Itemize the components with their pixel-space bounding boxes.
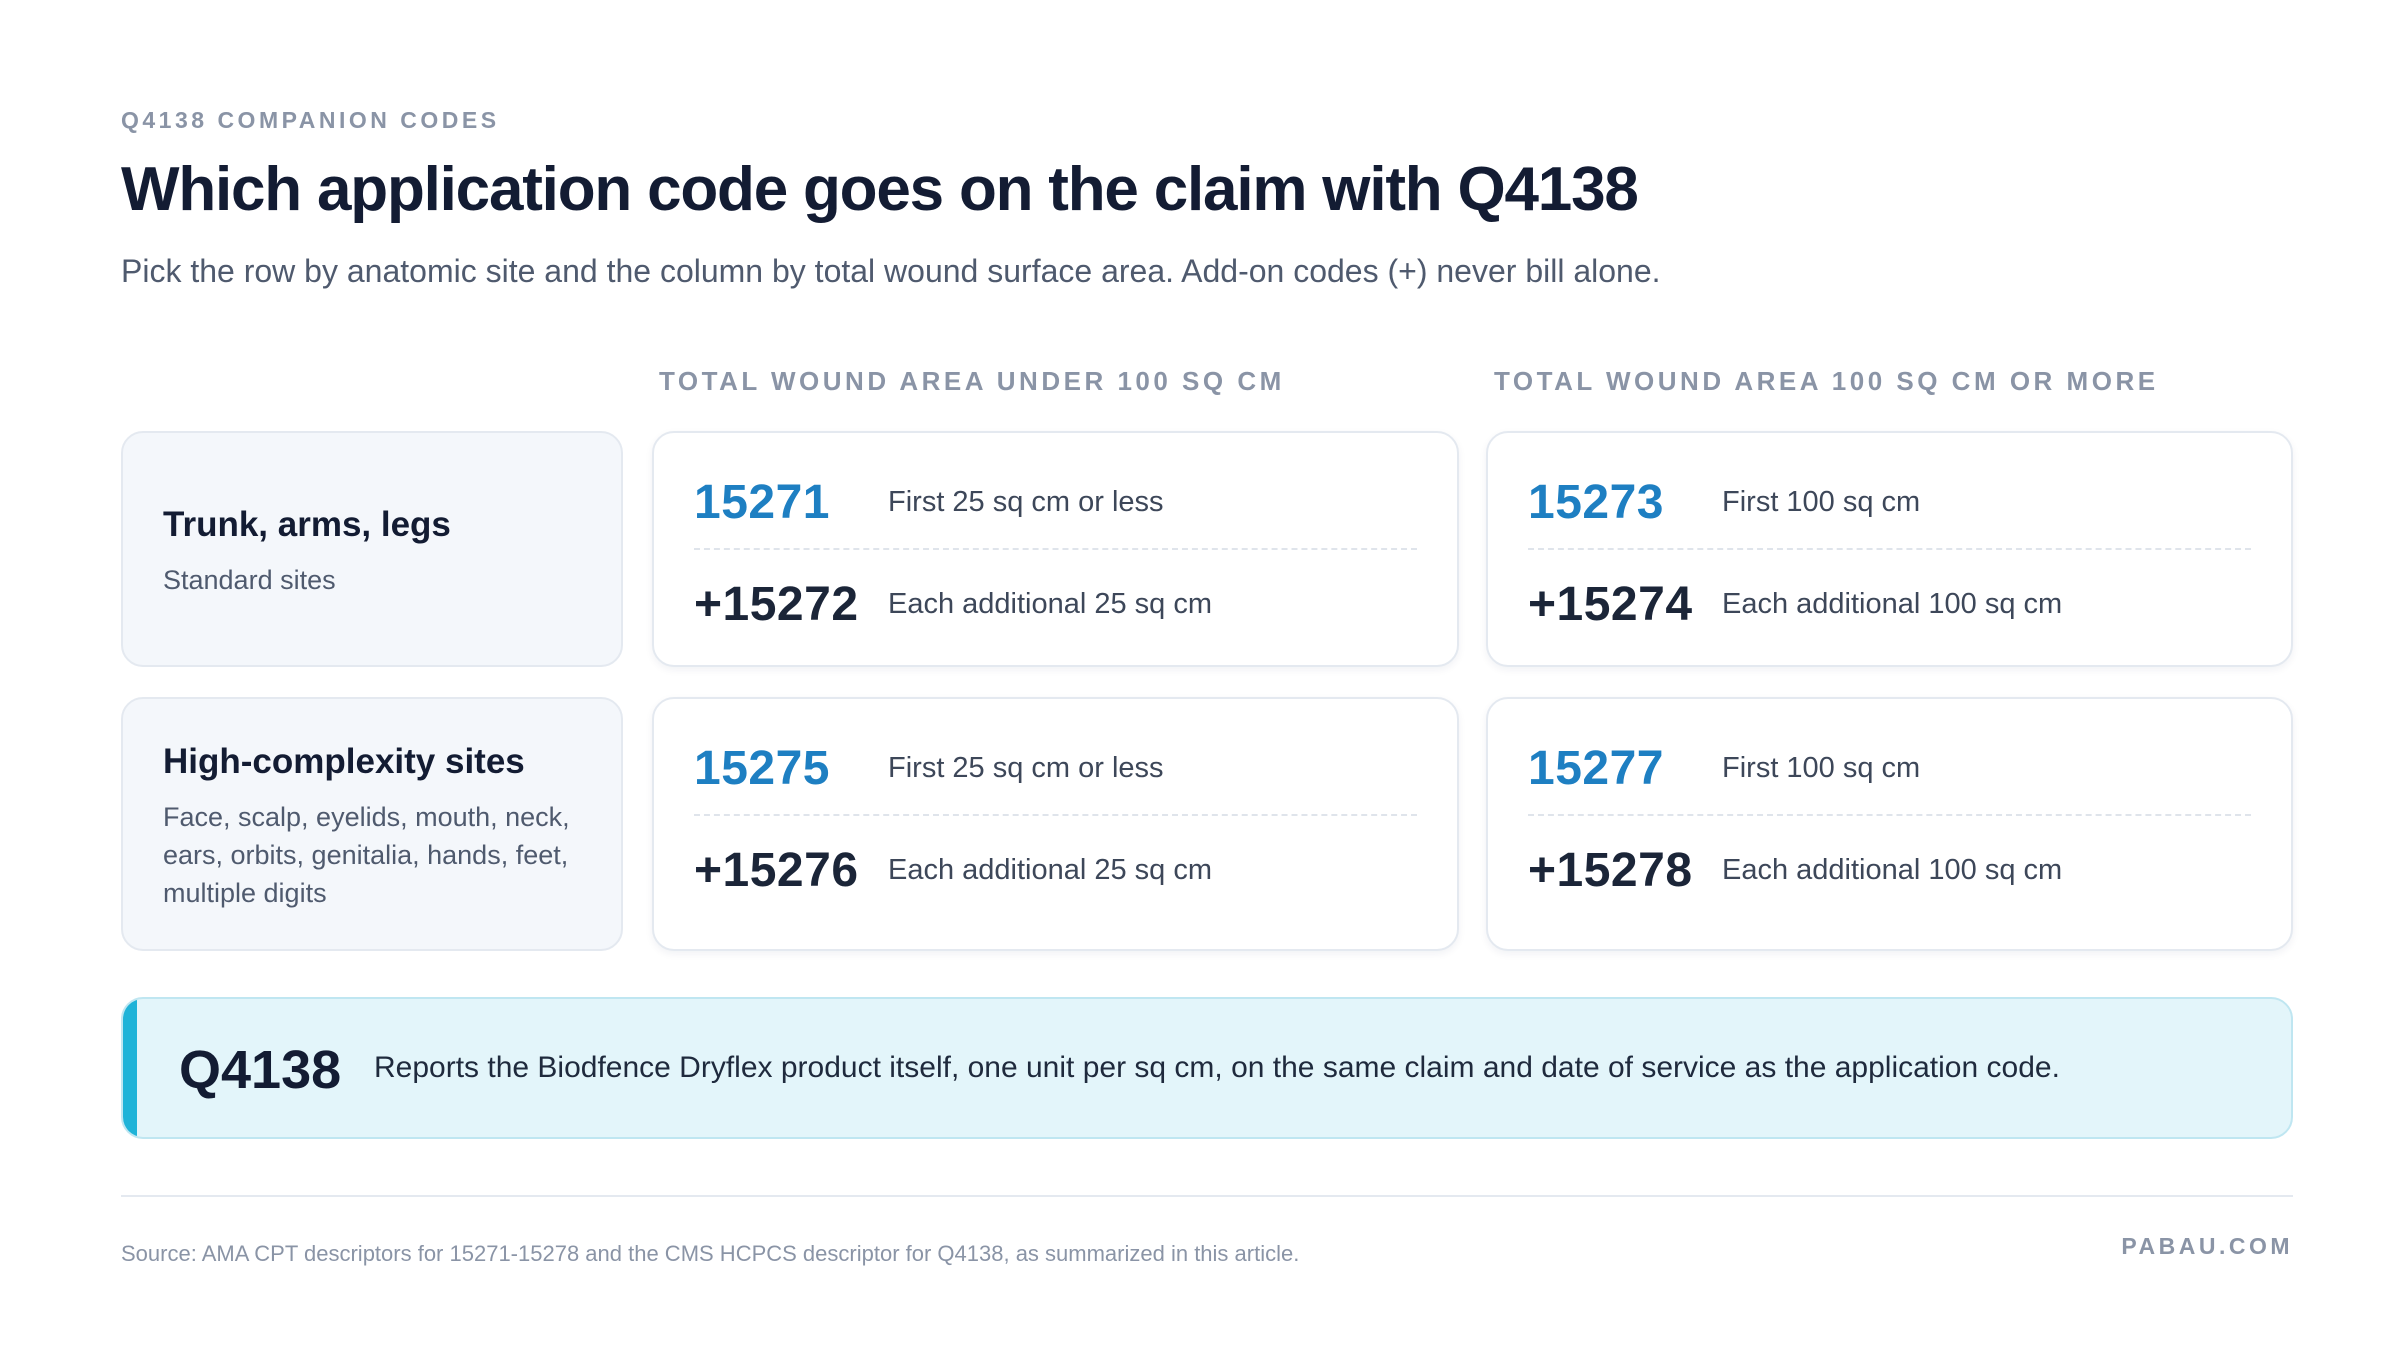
site-name: Trunk, arms, legs (163, 505, 451, 544)
addon-code-line: +15276 Each additional 25 sq cm (694, 843, 1417, 897)
addon-code-description: Each additional 100 sq cm (1722, 853, 2063, 886)
primary-code-line: 15273 First 100 sq cm (1528, 475, 2251, 529)
source-note: Source: AMA CPT descriptors for 15271-15… (121, 1241, 1300, 1266)
eyebrow-label: Q4138 COMPANION CODES (121, 107, 500, 133)
primary-code: 15273 (1528, 475, 1664, 529)
page-title: Which application code goes on the claim… (121, 155, 1639, 224)
primary-code: 15277 (1528, 741, 1664, 795)
primary-code-description: First 100 sq cm (1722, 485, 1921, 518)
dashed-divider (694, 814, 1417, 816)
addon-code-description: Each additional 25 sq cm (888, 587, 1213, 620)
primary-code: 15271 (694, 475, 830, 529)
brand-wordmark: PABAU.COM (2121, 1233, 2293, 1259)
dashed-divider (694, 548, 1417, 550)
addon-code: +15278 (1528, 843, 1693, 897)
footer-divider (121, 1195, 2293, 1197)
addon-code: +15272 (694, 577, 859, 631)
site-description: Standard sites (163, 565, 336, 595)
code-card-15275: 15275 First 25 sq cm or less +15276 Each… (652, 697, 1459, 951)
site-description: Face, scalp, eyelids, mouth, neck, ears,… (163, 802, 570, 908)
code-card-15271: 15271 First 25 sq cm or less +15272 Each… (652, 431, 1459, 667)
primary-code-line: 15271 First 25 sq cm or less (694, 475, 1417, 529)
addon-code: +15276 (694, 843, 859, 897)
primary-code-line: 15275 First 25 sq cm or less (694, 741, 1417, 795)
primary-code-description: First 25 sq cm or less (888, 751, 1164, 784)
dashed-divider (1528, 548, 2251, 550)
primary-code-line: 15277 First 100 sq cm (1528, 741, 2251, 795)
addon-code-description: Each additional 25 sq cm (888, 853, 1213, 886)
site-name: High-complexity sites (163, 742, 525, 781)
column-header-under-100: TOTAL WOUND AREA UNDER 100 SQ CM (659, 366, 1285, 396)
page-subtitle: Pick the row by anatomic site and the co… (121, 253, 1661, 289)
addon-code-description: Each additional 100 sq cm (1722, 587, 2063, 620)
site-card-high-complexity: High-complexity sites Face, scalp, eyeli… (121, 697, 623, 951)
callout-text: Reports the Biodfence Dryflex product it… (374, 1051, 2060, 1084)
callout-code: Q4138 (179, 1040, 342, 1100)
site-card-trunk-arms-legs: Trunk, arms, legs Standard sites (121, 431, 623, 667)
addon-code-line: +15278 Each additional 100 sq cm (1528, 843, 2251, 897)
addon-code: +15274 (1528, 577, 1693, 631)
primary-code-description: First 25 sq cm or less (888, 485, 1164, 518)
addon-code-line: +15272 Each additional 25 sq cm (694, 577, 1417, 631)
column-header-100-or-more: TOTAL WOUND AREA 100 SQ CM OR MORE (1494, 366, 2159, 396)
code-card-15277: 15277 First 100 sq cm +15278 Each additi… (1486, 697, 2293, 951)
primary-code: 15275 (694, 741, 830, 795)
code-card-15273: 15273 First 100 sq cm +15274 Each additi… (1486, 431, 2293, 667)
addon-code-line: +15274 Each additional 100 sq cm (1528, 577, 2251, 631)
callout-accent-bar (123, 999, 137, 1137)
q4138-callout: Q4138 Reports the Biodfence Dryflex prod… (121, 997, 2293, 1139)
dashed-divider (1528, 814, 2251, 816)
primary-code-description: First 100 sq cm (1722, 751, 1921, 784)
